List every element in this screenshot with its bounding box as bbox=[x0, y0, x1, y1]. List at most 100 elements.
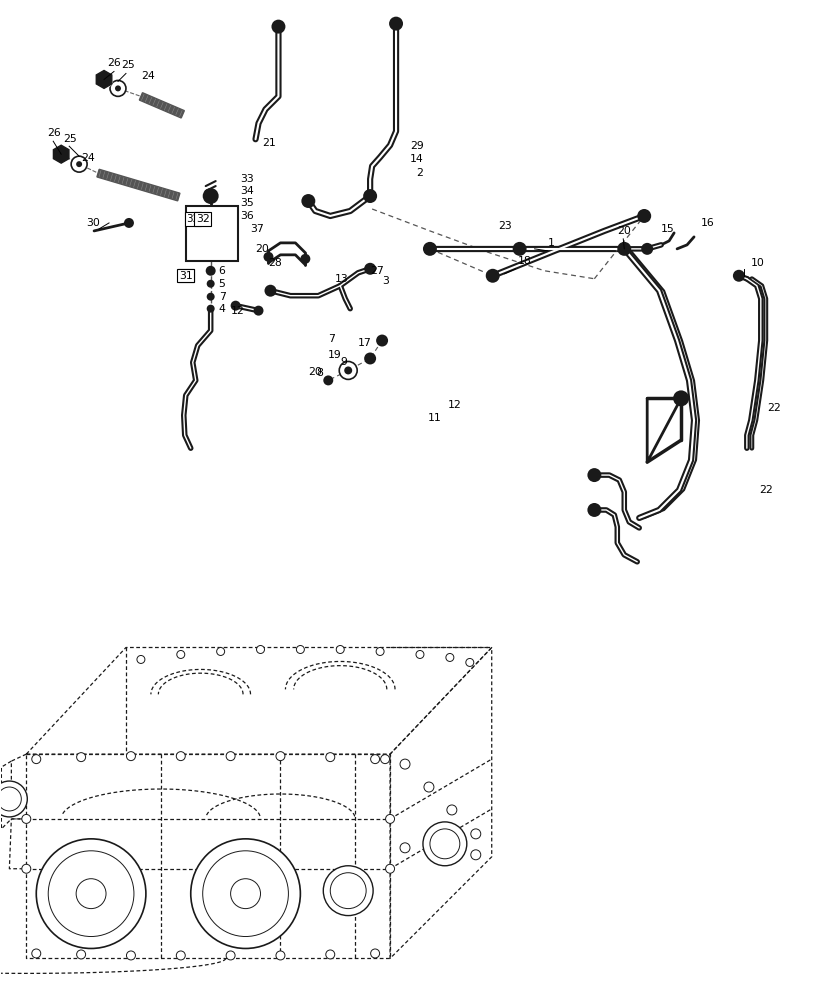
Circle shape bbox=[672, 390, 688, 406]
Circle shape bbox=[137, 655, 145, 663]
Polygon shape bbox=[96, 70, 111, 88]
Text: 26: 26 bbox=[48, 128, 61, 138]
Text: 1: 1 bbox=[547, 238, 554, 248]
Text: 23: 23 bbox=[497, 221, 511, 231]
Circle shape bbox=[110, 80, 126, 96]
Circle shape bbox=[376, 647, 383, 655]
Circle shape bbox=[115, 85, 121, 91]
Circle shape bbox=[446, 653, 453, 661]
Circle shape bbox=[176, 752, 185, 761]
Circle shape bbox=[230, 301, 240, 311]
Circle shape bbox=[512, 242, 526, 256]
Circle shape bbox=[364, 263, 376, 275]
Text: 9: 9 bbox=[340, 357, 346, 367]
Text: 16: 16 bbox=[700, 218, 714, 228]
Text: 26: 26 bbox=[107, 58, 120, 68]
Circle shape bbox=[126, 752, 135, 761]
Circle shape bbox=[22, 864, 31, 873]
Circle shape bbox=[263, 252, 273, 262]
Text: 19: 19 bbox=[328, 350, 342, 360]
Text: 22: 22 bbox=[766, 403, 780, 413]
Circle shape bbox=[400, 759, 410, 769]
Circle shape bbox=[0, 787, 21, 811]
Circle shape bbox=[470, 829, 480, 839]
Circle shape bbox=[216, 647, 224, 655]
Text: 30: 30 bbox=[86, 218, 100, 228]
Text: 31: 31 bbox=[179, 271, 192, 281]
Text: 5: 5 bbox=[219, 279, 225, 289]
Text: 20: 20 bbox=[308, 367, 322, 377]
Circle shape bbox=[732, 270, 744, 282]
Text: 25: 25 bbox=[121, 60, 134, 70]
Circle shape bbox=[256, 646, 265, 653]
Text: 20: 20 bbox=[617, 226, 631, 236]
Text: 34: 34 bbox=[240, 186, 254, 196]
Circle shape bbox=[370, 949, 379, 958]
Circle shape bbox=[32, 949, 41, 958]
Text: 8: 8 bbox=[316, 368, 323, 378]
Text: 10: 10 bbox=[750, 258, 764, 268]
Polygon shape bbox=[139, 93, 184, 118]
Circle shape bbox=[370, 755, 379, 764]
Circle shape bbox=[48, 851, 133, 937]
Circle shape bbox=[330, 873, 366, 909]
Text: 37: 37 bbox=[251, 224, 264, 234]
Circle shape bbox=[76, 161, 82, 167]
Text: 18: 18 bbox=[517, 256, 531, 266]
Circle shape bbox=[226, 752, 235, 761]
Circle shape bbox=[276, 951, 284, 960]
Circle shape bbox=[415, 650, 423, 658]
Circle shape bbox=[253, 306, 263, 316]
Circle shape bbox=[206, 305, 215, 313]
Circle shape bbox=[76, 753, 85, 762]
Text: 7: 7 bbox=[328, 334, 335, 344]
Circle shape bbox=[323, 866, 373, 916]
Circle shape bbox=[325, 950, 334, 959]
Circle shape bbox=[380, 755, 389, 764]
Circle shape bbox=[586, 468, 600, 482]
Circle shape bbox=[206, 280, 215, 288]
Text: 3: 3 bbox=[382, 276, 388, 286]
Circle shape bbox=[126, 951, 135, 960]
Circle shape bbox=[276, 752, 284, 761]
Circle shape bbox=[336, 646, 344, 653]
Text: 35: 35 bbox=[240, 198, 254, 208]
Text: 2: 2 bbox=[415, 168, 423, 178]
Polygon shape bbox=[97, 169, 179, 201]
Circle shape bbox=[429, 829, 459, 859]
Circle shape bbox=[446, 805, 456, 815]
Text: 6: 6 bbox=[219, 266, 225, 276]
Circle shape bbox=[388, 17, 402, 31]
Circle shape bbox=[423, 782, 433, 792]
Text: 31: 31 bbox=[179, 271, 192, 281]
Text: 15: 15 bbox=[660, 224, 674, 234]
Circle shape bbox=[465, 658, 473, 666]
Text: 17: 17 bbox=[358, 338, 372, 348]
Circle shape bbox=[0, 781, 27, 817]
Text: 28: 28 bbox=[268, 258, 282, 268]
Text: 14: 14 bbox=[410, 154, 423, 164]
Circle shape bbox=[22, 814, 31, 823]
Text: 11: 11 bbox=[428, 413, 441, 423]
Text: 24: 24 bbox=[81, 153, 95, 163]
Circle shape bbox=[71, 156, 87, 172]
Text: 32: 32 bbox=[186, 214, 199, 224]
Circle shape bbox=[296, 646, 304, 653]
Circle shape bbox=[191, 839, 300, 948]
Circle shape bbox=[636, 209, 650, 223]
Circle shape bbox=[385, 864, 394, 873]
Circle shape bbox=[363, 189, 377, 203]
Text: 12: 12 bbox=[447, 400, 461, 410]
Circle shape bbox=[36, 839, 146, 948]
Circle shape bbox=[124, 218, 133, 228]
Text: 21: 21 bbox=[262, 138, 276, 148]
Polygon shape bbox=[53, 145, 69, 163]
Circle shape bbox=[32, 755, 41, 764]
Circle shape bbox=[177, 650, 184, 658]
Circle shape bbox=[176, 951, 185, 960]
Text: 25: 25 bbox=[63, 134, 77, 144]
Text: 33: 33 bbox=[240, 174, 254, 184]
Circle shape bbox=[226, 951, 235, 960]
Circle shape bbox=[364, 353, 376, 364]
Circle shape bbox=[423, 822, 466, 866]
